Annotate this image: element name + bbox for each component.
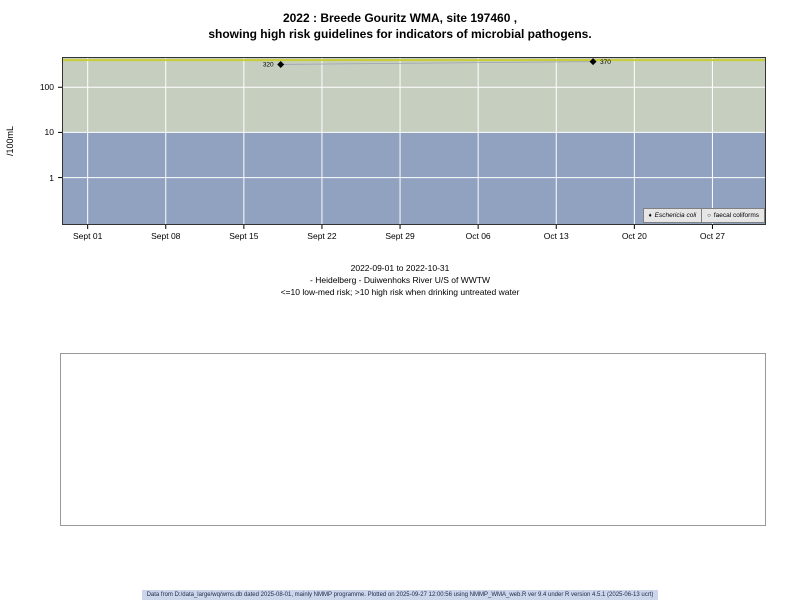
y-tick-label: 10: [44, 127, 54, 138]
legend-label-faecal: faecal coliforms: [713, 212, 759, 219]
y-axis-title: /100mL: [2, 57, 18, 225]
plot-area: 320 370 ♦ Eschericia coli ○ faecal colifo…: [40, 57, 766, 241]
data-point-marker: [277, 60, 285, 68]
caption-risk-note: <=10 low-med risk; >10 high risk when dr…: [280, 287, 520, 297]
x-tick-label: Sept 22: [307, 231, 337, 241]
data-point-label: 320: [263, 62, 274, 69]
x-tick-label: Sept 08: [151, 231, 181, 241]
x-tick-label: Oct 13: [543, 231, 569, 241]
data-point-label: 370: [600, 59, 611, 66]
y-tick-label: 100: [39, 82, 54, 93]
series-line: [280, 61, 594, 65]
caption-date-range: 2022-09-01 to 2022-10-31: [350, 263, 450, 273]
y-tick-label: 1: [49, 172, 54, 183]
empty-panel: [60, 353, 766, 526]
diamond-icon: ♦: [648, 212, 652, 219]
open-circle-icon: ○: [707, 212, 711, 219]
plot-svg: 320 370: [58, 57, 766, 229]
plot-border: [62, 57, 766, 225]
high-risk-band: [62, 57, 766, 133]
legend: ♦ Eschericia coli ○ faecal coliforms: [642, 208, 765, 223]
chart-title: 2022 : Breede Gouritz WMA, site 197460 ,…: [0, 10, 800, 42]
legend-label-ecoli: Eschericia coli: [654, 212, 697, 219]
x-tick-label: Sept 29: [385, 231, 415, 241]
y-axis-title-text: /100mL: [5, 125, 15, 157]
data-point-marker: [589, 58, 597, 66]
legend-item-faecal: ○ faecal coliforms: [701, 208, 765, 223]
x-tick-label: Oct 06: [465, 231, 491, 241]
x-tick-label: Oct 27: [699, 231, 725, 241]
caption-site-name: - Heidelberg - Duiwenhoks River U/S of W…: [310, 275, 490, 285]
caption: 2022-09-01 to 2022-10-31 - Heidelberg - …: [0, 262, 800, 298]
x-tick-label: Sept 01: [73, 231, 103, 241]
x-tick-label: Oct 20: [621, 231, 647, 241]
chart-title-line2: showing high risk guidelines for indicat…: [208, 27, 592, 41]
chart-title-line1: 2022 : Breede Gouritz WMA, site 197460 ,: [282, 11, 518, 25]
x-tick-label: Sept 15: [229, 231, 259, 241]
footer: Data from D:/data_large/wq/wms.db dated …: [0, 583, 800, 601]
footer-note: Data from D:/data_large/wq/wms.db dated …: [141, 590, 659, 600]
legend-item-ecoli: ♦ Eschericia coli: [642, 208, 703, 223]
